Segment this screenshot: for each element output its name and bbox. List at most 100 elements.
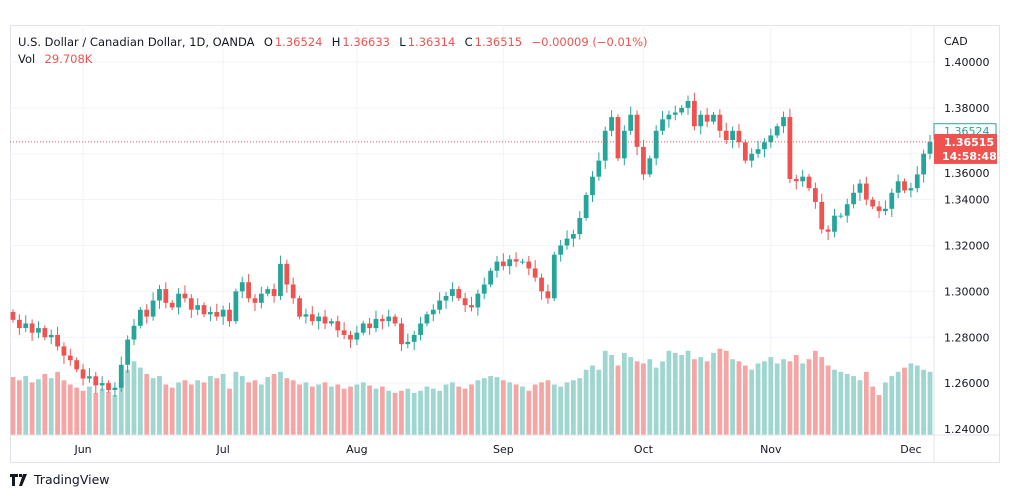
- volume-bar: [583, 369, 589, 435]
- volume-bar: [704, 361, 710, 435]
- volume-bar: [55, 371, 60, 435]
- volume-bar: [23, 376, 29, 435]
- candle: [157, 284, 162, 309]
- candle: [99, 376, 105, 391]
- candle: [488, 267, 493, 288]
- volume-bar: [188, 384, 194, 435]
- symbol-title[interactable]: U.S. Dollar / Canadian Dollar, 1D, OANDA: [18, 35, 255, 49]
- low-value: 1.36314: [407, 35, 456, 49]
- candle-body: [367, 323, 372, 329]
- volume-bar: [118, 382, 124, 435]
- volume-bar: [564, 382, 570, 435]
- candle-body: [335, 321, 341, 331]
- price-tick-label: 1.30000: [944, 285, 990, 298]
- volume-bar: [373, 388, 379, 435]
- candle: [634, 110, 640, 156]
- volume-bar: [106, 391, 111, 435]
- candle: [176, 288, 181, 315]
- candle: [914, 166, 920, 193]
- candle-body: [844, 204, 850, 216]
- volume-bar: [131, 361, 137, 435]
- candle: [411, 330, 417, 351]
- candle: [672, 105, 678, 121]
- volume-bar: [838, 371, 844, 435]
- candle: [290, 277, 296, 304]
- candle: [513, 252, 519, 268]
- candle-body: [265, 289, 271, 294]
- candle: [551, 251, 557, 302]
- candle: [265, 286, 271, 297]
- volume-bar: [532, 384, 538, 435]
- candle-body: [921, 153, 927, 175]
- candle: [309, 306, 315, 326]
- candle-body: [469, 305, 474, 308]
- candle: [67, 348, 73, 366]
- candle: [297, 295, 302, 320]
- candle: [418, 316, 423, 341]
- candle-body: [252, 298, 258, 303]
- candle: [469, 296, 474, 312]
- candle-body: [590, 176, 595, 196]
- candle-body: [227, 309, 232, 322]
- volume-bar: [61, 380, 67, 435]
- candle: [755, 140, 761, 158]
- candle-body: [691, 100, 697, 127]
- candle: [526, 256, 532, 276]
- tradingview-logo[interactable]: TradingView: [10, 472, 110, 487]
- volume-bar: [195, 380, 201, 435]
- price-axis[interactable]: 1.40000 1.38000 1.36000 1.34000 1.32000 1.300…: [944, 56, 990, 436]
- candle: [500, 253, 506, 271]
- candle-body: [214, 312, 220, 317]
- volume-bar: [800, 363, 806, 435]
- candle-body: [666, 114, 672, 120]
- volume-bar: [857, 380, 863, 435]
- candle-body: [730, 130, 735, 140]
- candle-body: [48, 334, 54, 338]
- volume-bar: [271, 373, 277, 435]
- candle-body: [634, 114, 640, 147]
- volume-bar: [507, 382, 513, 435]
- candle-body: [628, 114, 634, 131]
- candle-body: [564, 238, 570, 246]
- close-value: 1.36515: [474, 35, 523, 49]
- volume-bar: [660, 361, 665, 435]
- volume-bar: [819, 357, 825, 435]
- volume-bar: [335, 384, 341, 435]
- candle: [895, 174, 901, 199]
- candle: [908, 182, 914, 198]
- volume-bar: [469, 384, 474, 435]
- candle: [564, 230, 570, 250]
- candle-body: [749, 153, 755, 161]
- volume-bar: [284, 378, 290, 435]
- candle: [793, 174, 799, 190]
- candle-body: [348, 334, 353, 340]
- candle-body: [755, 149, 761, 154]
- candle-body: [558, 245, 564, 255]
- candle-body: [284, 263, 290, 285]
- time-axis[interactable]: Jun Jul Aug Sep Oct Nov Dec: [73, 443, 921, 456]
- candle-body: [322, 316, 328, 324]
- candle: [188, 294, 194, 318]
- price-tick-label: 1.26000: [944, 377, 990, 390]
- candle-body: [208, 312, 213, 315]
- candle-body: [74, 360, 80, 370]
- candle: [169, 300, 175, 311]
- candle: [602, 126, 608, 169]
- candle-body: [405, 341, 411, 345]
- candle-body: [418, 323, 423, 335]
- candle: [921, 149, 927, 183]
- candle-body: [131, 325, 137, 340]
- chart-frame[interactable]: [10, 25, 1000, 463]
- candle-body: [290, 284, 296, 299]
- candle: [10, 309, 16, 323]
- volume-bar: [730, 359, 735, 435]
- volume-bar: [87, 386, 92, 435]
- volume-bar: [208, 376, 213, 435]
- candle: [227, 302, 232, 327]
- volume-bar: [379, 386, 385, 435]
- candle: [819, 193, 825, 234]
- volume-bar: [691, 359, 697, 435]
- candle: [246, 273, 252, 303]
- volume-bar: [169, 387, 175, 435]
